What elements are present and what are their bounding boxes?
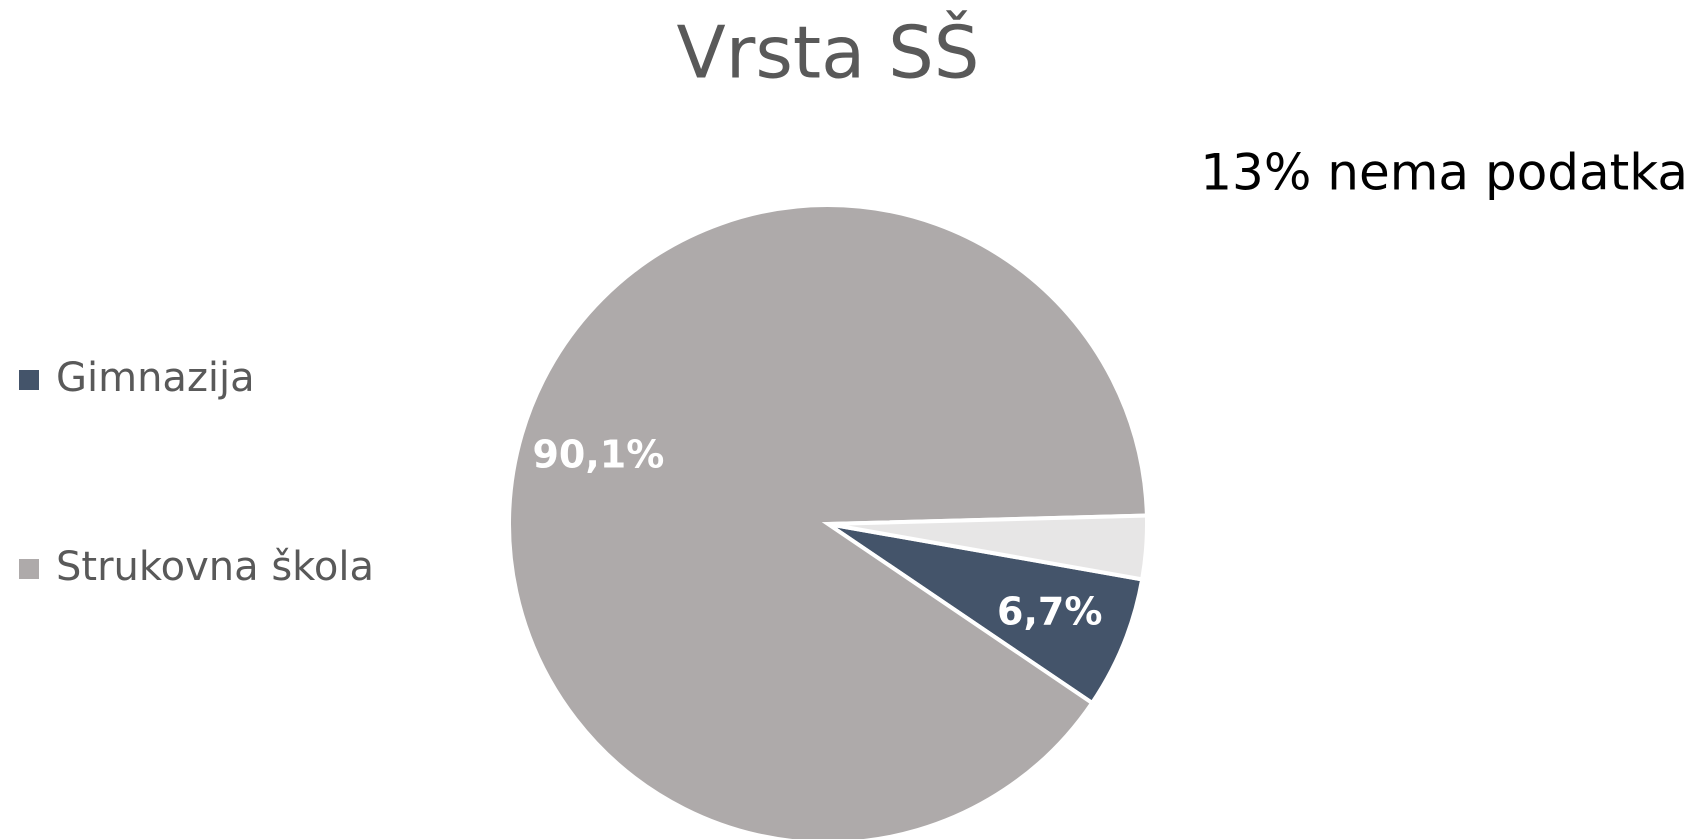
annotation: 13% nema podatka (1200, 144, 1688, 202)
data-label: 6,7% (997, 589, 1102, 633)
legend-swatch (19, 559, 39, 579)
data-label: 90,1% (532, 432, 664, 476)
legend-label: Strukovna škola (56, 544, 374, 590)
pie-slice (827, 513, 1149, 582)
pie-slice (826, 522, 1145, 706)
chart-title: Vrsta SŠ (676, 11, 979, 95)
legend-swatch (19, 370, 39, 390)
legend-label: Gimnazija (56, 355, 255, 401)
